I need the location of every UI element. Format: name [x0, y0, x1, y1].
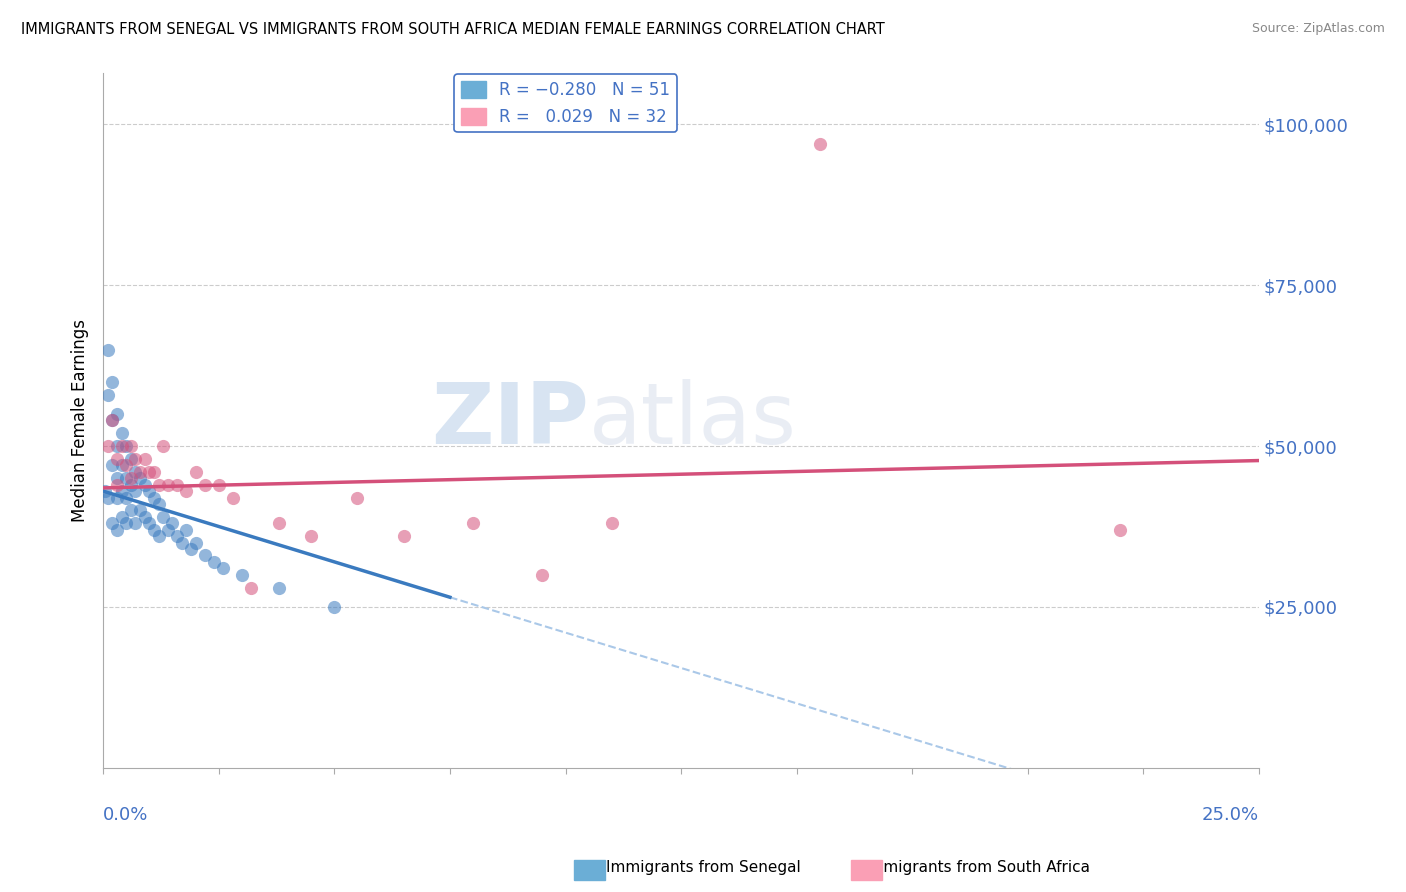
Point [120, 471, 142, 485]
Point [184, 465, 207, 479]
Point [111, 509, 134, 524]
Point [267, 516, 290, 531]
Point [240, 581, 263, 595]
Point [101, 413, 124, 427]
Point [101, 458, 124, 473]
Point [115, 471, 138, 485]
Text: 25.0%: 25.0% [1202, 805, 1260, 824]
Point [221, 491, 243, 505]
Point [212, 561, 235, 575]
Point [180, 541, 202, 556]
Point [111, 426, 134, 441]
Point [152, 509, 174, 524]
Point [156, 523, 179, 537]
Text: IMMIGRANTS FROM SENEGAL VS IMMIGRANTS FROM SOUTH AFRICA MEDIAN FEMALE EARNINGS C: IMMIGRANTS FROM SENEGAL VS IMMIGRANTS FR… [21, 22, 884, 37]
Point [124, 465, 146, 479]
Point [120, 452, 142, 467]
Text: ZIP: ZIP [430, 379, 589, 462]
Point [115, 491, 138, 505]
Point [97, 491, 120, 505]
Point [124, 484, 146, 499]
Point [124, 516, 146, 531]
Point [111, 484, 134, 499]
Point [166, 477, 188, 491]
Point [101, 516, 124, 531]
Point [346, 491, 368, 505]
Point [138, 484, 160, 499]
Legend: R = −0.280   N = 51, R =   0.029   N = 32: R = −0.280 N = 51, R = 0.029 N = 32 [454, 74, 676, 132]
Point [148, 497, 170, 511]
Point [115, 458, 138, 473]
Point [461, 516, 484, 531]
Point [111, 458, 134, 473]
Point [1109, 523, 1132, 537]
Point [299, 529, 322, 543]
Point [184, 535, 207, 549]
Point [105, 477, 128, 491]
Point [105, 491, 128, 505]
Point [111, 439, 134, 453]
Point [148, 477, 170, 491]
Point [134, 477, 156, 491]
Point [138, 516, 160, 531]
Point [138, 465, 160, 479]
Point [97, 343, 120, 357]
Point [101, 375, 124, 389]
Text: Immigrants from South Africa: Immigrants from South Africa [865, 860, 1090, 874]
Point [124, 452, 146, 467]
Point [105, 471, 128, 485]
Point [323, 599, 346, 614]
Point [115, 439, 138, 453]
Point [194, 477, 217, 491]
Point [129, 471, 152, 485]
Point [143, 523, 166, 537]
Point [105, 452, 128, 467]
Text: 0.0%: 0.0% [103, 805, 149, 824]
Text: Source: ZipAtlas.com: Source: ZipAtlas.com [1251, 22, 1385, 36]
Point [97, 439, 120, 453]
Point [143, 465, 166, 479]
Point [129, 503, 152, 517]
Point [162, 516, 184, 531]
Point [97, 387, 120, 401]
Point [194, 549, 217, 563]
Point [170, 535, 193, 549]
Point [105, 407, 128, 421]
Point [101, 413, 124, 427]
Point [105, 523, 128, 537]
Point [134, 452, 156, 467]
Point [105, 439, 128, 453]
Point [156, 477, 179, 491]
Point [152, 439, 174, 453]
Point [267, 581, 290, 595]
Text: atlas: atlas [589, 379, 797, 462]
Point [120, 503, 142, 517]
Text: Immigrants from Senegal: Immigrants from Senegal [606, 860, 800, 874]
Point [202, 555, 225, 569]
Point [166, 529, 188, 543]
Point [176, 484, 198, 499]
Point [129, 465, 152, 479]
Point [115, 516, 138, 531]
Point [531, 567, 554, 582]
Point [148, 529, 170, 543]
Point [120, 439, 142, 453]
Point [176, 523, 198, 537]
Point [94, 484, 117, 499]
Point [120, 477, 142, 491]
Point [208, 477, 231, 491]
Point [134, 509, 156, 524]
Point [143, 491, 166, 505]
Point [231, 567, 253, 582]
Point [600, 516, 623, 531]
Y-axis label: Median Female Earnings: Median Female Earnings [72, 318, 89, 522]
Point [392, 529, 415, 543]
Point [808, 136, 831, 151]
